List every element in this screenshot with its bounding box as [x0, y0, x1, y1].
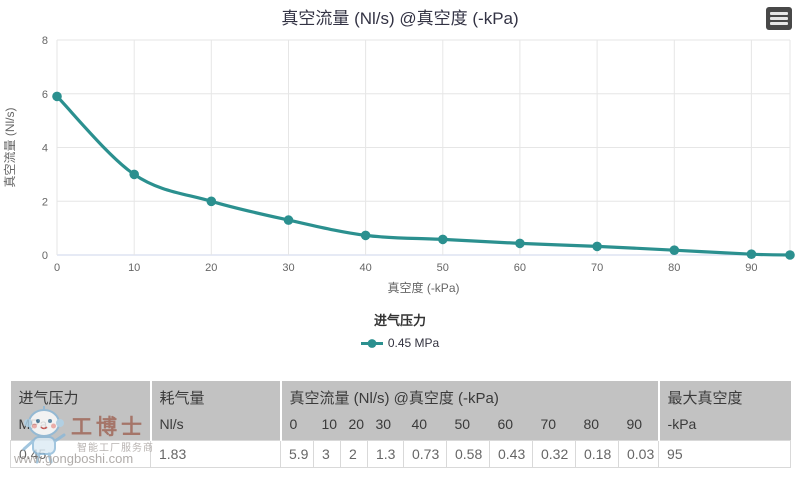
legend-item-045mpa[interactable]: 0.45 MPa: [360, 336, 440, 350]
svg-text:2: 2: [42, 196, 48, 208]
value-flow-90kpa: 0.03: [617, 440, 660, 468]
value-flow-20kpa: 2: [340, 440, 368, 468]
value-flow-40kpa: 0.73: [403, 440, 447, 468]
table-header-row: 进气压力 耗气量 真空流量 (Nl/s) @真空度 (-kPa) 最大真空度: [10, 381, 791, 414]
hamburger-menu-icon: [770, 22, 788, 25]
svg-text:4: 4: [42, 143, 48, 155]
chart-legend: 进气压力 0.45 MPa: [0, 310, 800, 350]
svg-text:60: 60: [514, 262, 526, 274]
header-air-consumption: 耗气量: [149, 381, 281, 414]
svg-text:20: 20: [205, 262, 217, 274]
svg-text:70: 70: [591, 262, 603, 274]
value-flow-10kpa: 3: [313, 440, 341, 468]
value-flow-60kpa: 0.43: [489, 440, 533, 468]
chart-title: 真空流量 (Nl/s) @真空度 (-kPa): [281, 9, 519, 28]
unit-cell: 60: [489, 414, 533, 441]
unit-cell: 30: [367, 414, 404, 441]
value-flow-80kpa: 0.18: [575, 440, 619, 468]
unit-cell: 20: [340, 414, 368, 441]
header-inlet-pressure: 进气压力: [10, 381, 151, 414]
svg-text:0: 0: [42, 250, 48, 262]
header-vacuum-flow-group: 真空流量 (Nl/s) @真空度 (-kPa): [279, 381, 659, 414]
svg-text:真空流量 (Nl/s): 真空流量 (Nl/s): [3, 108, 17, 188]
spec-table: 进气压力 耗气量 真空流量 (Nl/s) @真空度 (-kPa) 最大真空度 M…: [10, 381, 792, 468]
table-units-row: MPa Nl/s 0 10 20 30 40 50 60 70 80 90 -k…: [10, 414, 791, 441]
svg-text:10: 10: [128, 262, 140, 274]
value-air-consumption: 1.83: [150, 440, 281, 468]
svg-text:8: 8: [42, 35, 48, 47]
svg-text:40: 40: [359, 262, 371, 274]
hamburger-menu-icon: [770, 12, 788, 15]
value-flow-50kpa: 0.58: [446, 440, 490, 468]
value-max-vacuum: 95: [658, 440, 792, 468]
svg-text:90: 90: [745, 262, 757, 274]
legend-title: 进气压力: [373, 313, 426, 328]
unit-cell: MPa: [10, 414, 151, 441]
hamburger-menu-icon: [770, 17, 788, 20]
svg-text:80: 80: [668, 262, 680, 274]
unit-cell: 10: [313, 414, 341, 441]
svg-text:真空度 (-kPa): 真空度 (-kPa): [387, 280, 459, 295]
value-flow-0kpa: 5.9: [280, 440, 314, 468]
svg-text:50: 50: [437, 262, 449, 274]
unit-cell: Nl/s: [149, 414, 281, 441]
value-inlet-pressure: 0.45: [10, 440, 151, 468]
unit-cell: 40: [403, 414, 447, 441]
series-line-marker-icon: [360, 338, 383, 348]
chart-export-menu-button[interactable]: [766, 7, 792, 30]
svg-text:0: 0: [54, 262, 60, 274]
unit-cell: 50: [446, 414, 490, 441]
unit-cell: 90: [618, 414, 659, 441]
table-data-row: 0.45 1.83 5.9 3 2 1.3 0.73 0.58 0.43 0.3…: [10, 440, 792, 468]
unit-cell: -kPa: [657, 414, 791, 441]
unit-cell: 80: [575, 414, 619, 441]
unit-cell: 0: [279, 414, 314, 441]
value-flow-70kpa: 0.32: [532, 440, 576, 468]
legend-item-label: 0.45 MPa: [387, 336, 440, 350]
svg-text:6: 6: [42, 89, 48, 101]
value-flow-30kpa: 1.3: [367, 440, 404, 468]
header-max-vacuum: 最大真空度: [657, 381, 791, 414]
unit-cell: 70: [532, 414, 576, 441]
svg-text:30: 30: [282, 262, 294, 274]
